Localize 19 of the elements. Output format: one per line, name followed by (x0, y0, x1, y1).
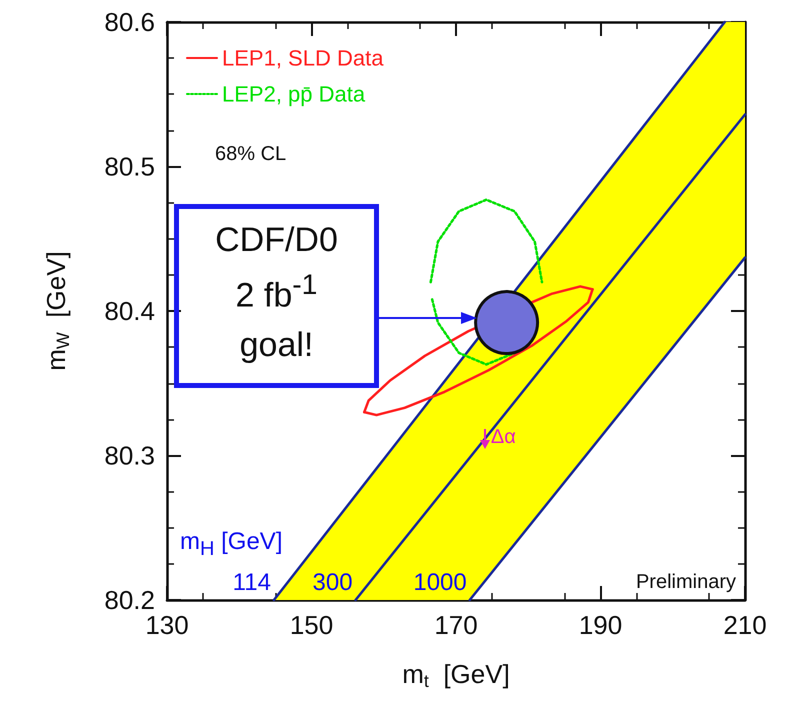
x-tick-label: 170 (434, 610, 478, 640)
annotation: Δα (490, 425, 516, 450)
annotation: 300 (312, 569, 353, 598)
annotation: m$_{H}$ [GeV] (180, 528, 282, 561)
y-tick-label: 80.3 (104, 440, 155, 470)
x-tick-label: 210 (723, 610, 767, 640)
y-tick-label: 80.6 (104, 7, 155, 37)
legend-label: LEP2, pp̄ Data (222, 82, 366, 106)
y-axis-title: mW [GeV] (41, 251, 73, 371)
x-tick-label: 150 (290, 610, 334, 640)
x-tick-label: 190 (578, 610, 622, 640)
annotation: CDF/D0 2 fb$^{-1}$ goal! (214, 220, 339, 366)
annotation: 1000 (413, 569, 467, 598)
y-tick-label: 80.4 (104, 296, 155, 326)
annotation: Preliminary (636, 570, 736, 594)
annotation: 114 (232, 569, 271, 598)
y-tick-label: 80.5 (104, 152, 155, 182)
legend-label: LEP1, SLD Data (222, 46, 384, 70)
annotation: 68% CL (215, 142, 286, 166)
